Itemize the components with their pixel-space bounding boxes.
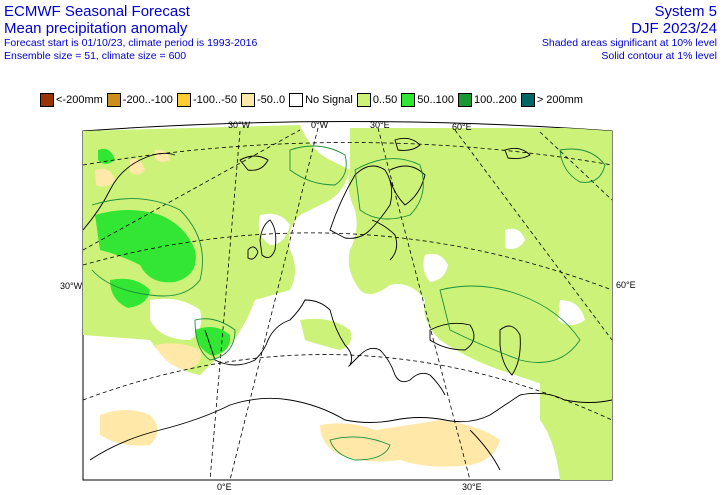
legend-swatch	[289, 93, 304, 107]
grid-label-top-30w: 30°W	[228, 120, 251, 130]
legend-swatch	[457, 93, 472, 107]
season-label: DJF 2023/24	[631, 20, 717, 37]
significance-contours	[91, 145, 606, 461]
legend-item: -50..0	[240, 93, 289, 107]
ensemble-info: Ensemble size = 51, climate size = 600	[4, 50, 187, 62]
legend-swatch	[176, 93, 191, 107]
header-right: System 5 DJF 2023/24 Shaded areas signif…	[542, 3, 717, 63]
legend-label: -50..0	[256, 94, 286, 106]
legend-label: No Signal	[305, 94, 353, 106]
grid-label-left-30w: 30°W	[60, 281, 83, 291]
legend-item: <-200mm	[40, 93, 107, 107]
header-left: ECMWF Seasonal Forecast Mean precipitati…	[4, 3, 257, 63]
legend-item: -200..-100	[106, 93, 177, 107]
legend-label: > 200mm	[536, 94, 583, 106]
grid-label-bottom-30e: 30°E	[462, 482, 482, 492]
legend-item: 0..50	[356, 93, 401, 107]
legend-swatch	[520, 93, 535, 107]
legend-item: > 200mm	[520, 93, 587, 107]
grid-label-top-0: 0°W	[311, 120, 329, 130]
system-label: System 5	[654, 3, 717, 20]
grid-label-top-60e: 60°E	[452, 122, 472, 132]
legend-label: -100..-50	[192, 94, 237, 106]
legend-swatch	[356, 93, 371, 107]
legend-item: -100..-50	[176, 93, 241, 107]
legend-label: <-200mm	[56, 94, 103, 106]
grid-label-right-60e: 60°E	[616, 280, 636, 290]
contour-note: Solid contour at 1% level	[601, 50, 717, 62]
significance-note: Shaded areas significant at 10% level	[541, 37, 717, 49]
forecast-info: Forecast start is 01/10/23, climate peri…	[4, 37, 258, 49]
legend-label: -200..-100	[122, 94, 173, 106]
legend-item: No Signal	[289, 93, 357, 107]
legend-label: 50..100	[417, 94, 454, 106]
legend-swatch	[40, 93, 54, 107]
no-signal-gaps	[150, 213, 585, 340]
legend-item: 50..100	[401, 93, 458, 107]
legend-label: 100..200	[473, 94, 517, 106]
legend-item: 100..200	[457, 93, 521, 107]
product-subtitle: Mean precipitation anomaly	[4, 20, 188, 37]
grid-label-top-30e: 30°E	[370, 120, 390, 130]
anomaly-minus50-0-regions	[95, 149, 500, 467]
legend-swatch	[401, 93, 416, 107]
legend-label: 0..50	[372, 94, 398, 106]
coastlines	[83, 137, 612, 471]
legend-swatch	[106, 93, 121, 107]
legend-swatch	[240, 93, 255, 107]
color-legend: <-200mm -200..-100 -100..-50 -50..0 No Signa…	[40, 92, 587, 108]
product-title: ECMWF Seasonal Forecast	[4, 3, 190, 20]
grid-label-bottom-0: 0°E	[217, 482, 232, 492]
